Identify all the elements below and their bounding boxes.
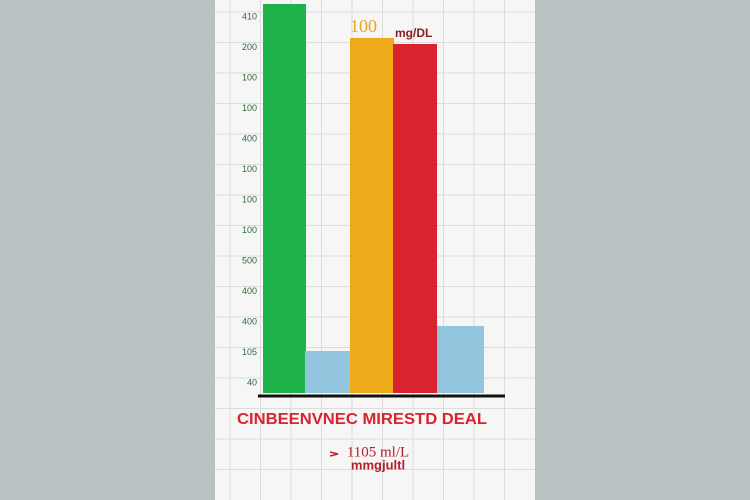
- axis-label: 100: [242, 72, 257, 82]
- axis-label: 100: [242, 225, 257, 235]
- bar-label: 100: [350, 16, 377, 36]
- bar-orange: [350, 38, 394, 393]
- title: CINBEENVNEC MIRESTD DEAL: [237, 411, 487, 428]
- footnote-line1: 1105 ml/L: [347, 444, 409, 460]
- bar-light-blue: [305, 351, 350, 393]
- axis-label: 100: [242, 194, 257, 204]
- axis-label: 500: [242, 255, 257, 265]
- axis-label: 410: [242, 11, 257, 21]
- axis-label: 400: [242, 286, 257, 296]
- bar-green: [263, 4, 306, 393]
- bar-light-blue: [437, 326, 484, 393]
- axis-label: 40: [247, 377, 257, 387]
- axis-label: 105: [242, 347, 257, 357]
- axis-label: 400: [242, 133, 257, 143]
- axis-label: 100: [242, 103, 257, 113]
- arrow-icon: [329, 451, 339, 457]
- footnote-line2: mmgjultl: [351, 457, 405, 472]
- axis-labels: 410 200 100 100 400 100 100 100 500 400 400 105 40: [242, 11, 257, 387]
- bar-red: [393, 44, 437, 393]
- axis-label: 100: [242, 164, 257, 174]
- axis-label: 200: [242, 42, 257, 52]
- unit-label: mg/DL: [395, 26, 432, 40]
- axis-label: 400: [242, 316, 257, 326]
